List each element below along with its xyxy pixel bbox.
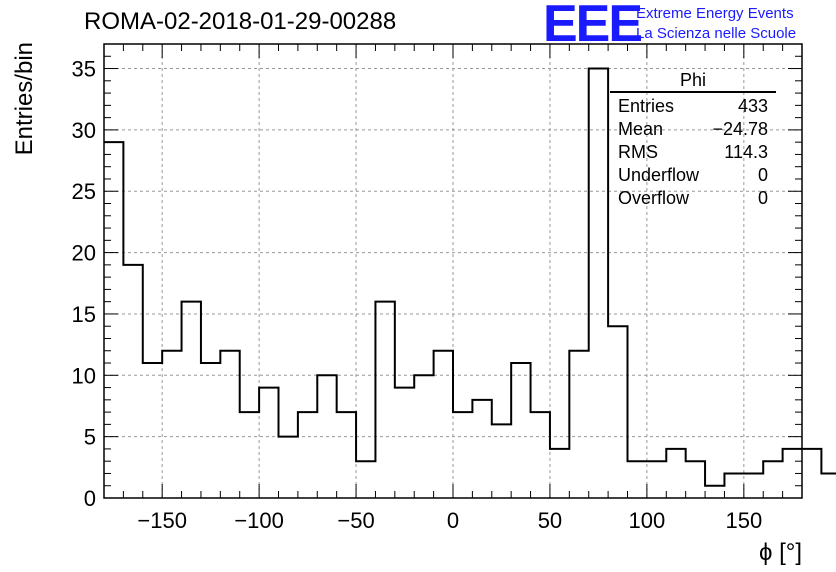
y-tick-label: 5 [84,425,96,450]
stats-value: 114.3 [724,142,768,162]
histogram-bin [220,351,239,498]
x-tick-label: −100 [234,508,284,533]
histogram-bin [259,388,278,498]
histogram-bin [279,437,298,498]
stats-label: Entries [618,96,675,116]
histogram-bin [608,326,627,498]
histogram-bin [337,412,356,498]
histogram-bin [162,351,181,498]
histogram-bin [511,363,530,498]
histogram-bin [356,461,375,498]
y-tick-label: 0 [84,486,96,511]
histogram-bin [375,302,394,498]
histogram-bin [434,351,453,498]
x-axis-label: ϕ [°] [759,539,802,566]
histogram-bin [550,449,569,498]
stats-value: 0 [757,188,768,208]
histogram-bin [802,449,821,498]
histogram-bin [182,302,201,498]
histogram-bin [569,351,588,498]
chart-title: ROMA-02-2018-01-29-00288 [84,8,397,35]
x-tick-label: −50 [337,508,374,533]
histogram-bin [104,142,123,498]
stats-row-overflow: Overflow 0 [610,187,776,210]
y-tick-label: 30 [72,118,96,143]
histogram-bin [821,473,836,498]
histogram-bin [531,412,550,498]
histogram-bin [589,69,608,498]
stats-row-underflow: Underflow 0 [610,164,776,187]
stats-divider [610,91,776,93]
stats-value: −24.78 [712,119,768,139]
histogram-bin [628,461,647,498]
histogram-step-line [104,67,836,487]
logo-caption-line2: La Scienza nelle Scuole [636,25,797,42]
x-tick-label: 100 [629,508,666,533]
stats-row-entries: Entries 433 [610,95,776,118]
histogram-bin [724,473,743,498]
y-tick-label: 10 [72,363,96,388]
y-tick-label: 15 [72,302,96,327]
x-tick-label: 0 [447,508,459,533]
y-tick-label: 25 [72,179,96,204]
histogram-bin [240,412,259,498]
x-tick-label: 50 [538,508,562,533]
histogram-bin [705,486,724,498]
histogram-bin [143,363,162,498]
histogram-bin [453,412,472,498]
stats-row-mean: Mean −24.78 [610,118,776,141]
stats-title: Phi [679,70,706,90]
histogram-bin [666,449,685,498]
y-tick-label: 35 [72,57,96,82]
x-tick-label: −150 [137,508,187,533]
histogram-bin [472,400,491,498]
histogram-bin [763,461,782,498]
y-tick-label: 20 [72,241,96,266]
plot-frame [103,43,803,499]
histogram-bin [686,461,705,498]
histogram-bin [298,412,317,498]
x-tick-label: 150 [725,508,762,533]
histogram-bin [492,424,511,498]
histogram-bin [647,461,666,498]
stats-label: Overflow [618,188,690,208]
stats-label: Underflow [618,165,700,185]
y-axis-label: Entries/bin [11,42,38,155]
stats-label: RMS [618,142,658,162]
stats-value: 0 [757,165,768,185]
logo-caption-line1: Extreme Energy Events [636,5,794,22]
stats-label: Mean [618,119,664,139]
histogram-bin [395,388,414,498]
stats-value: 433 [737,96,768,116]
stats-box: Phi Entries 433 Mean −24.78 RMS 114.3 Un… [610,70,776,210]
histogram-bin [123,265,142,498]
stats-row-rms: RMS 114.3 [610,141,776,164]
histogram-bin [201,363,220,498]
histogram-bin [744,473,763,498]
